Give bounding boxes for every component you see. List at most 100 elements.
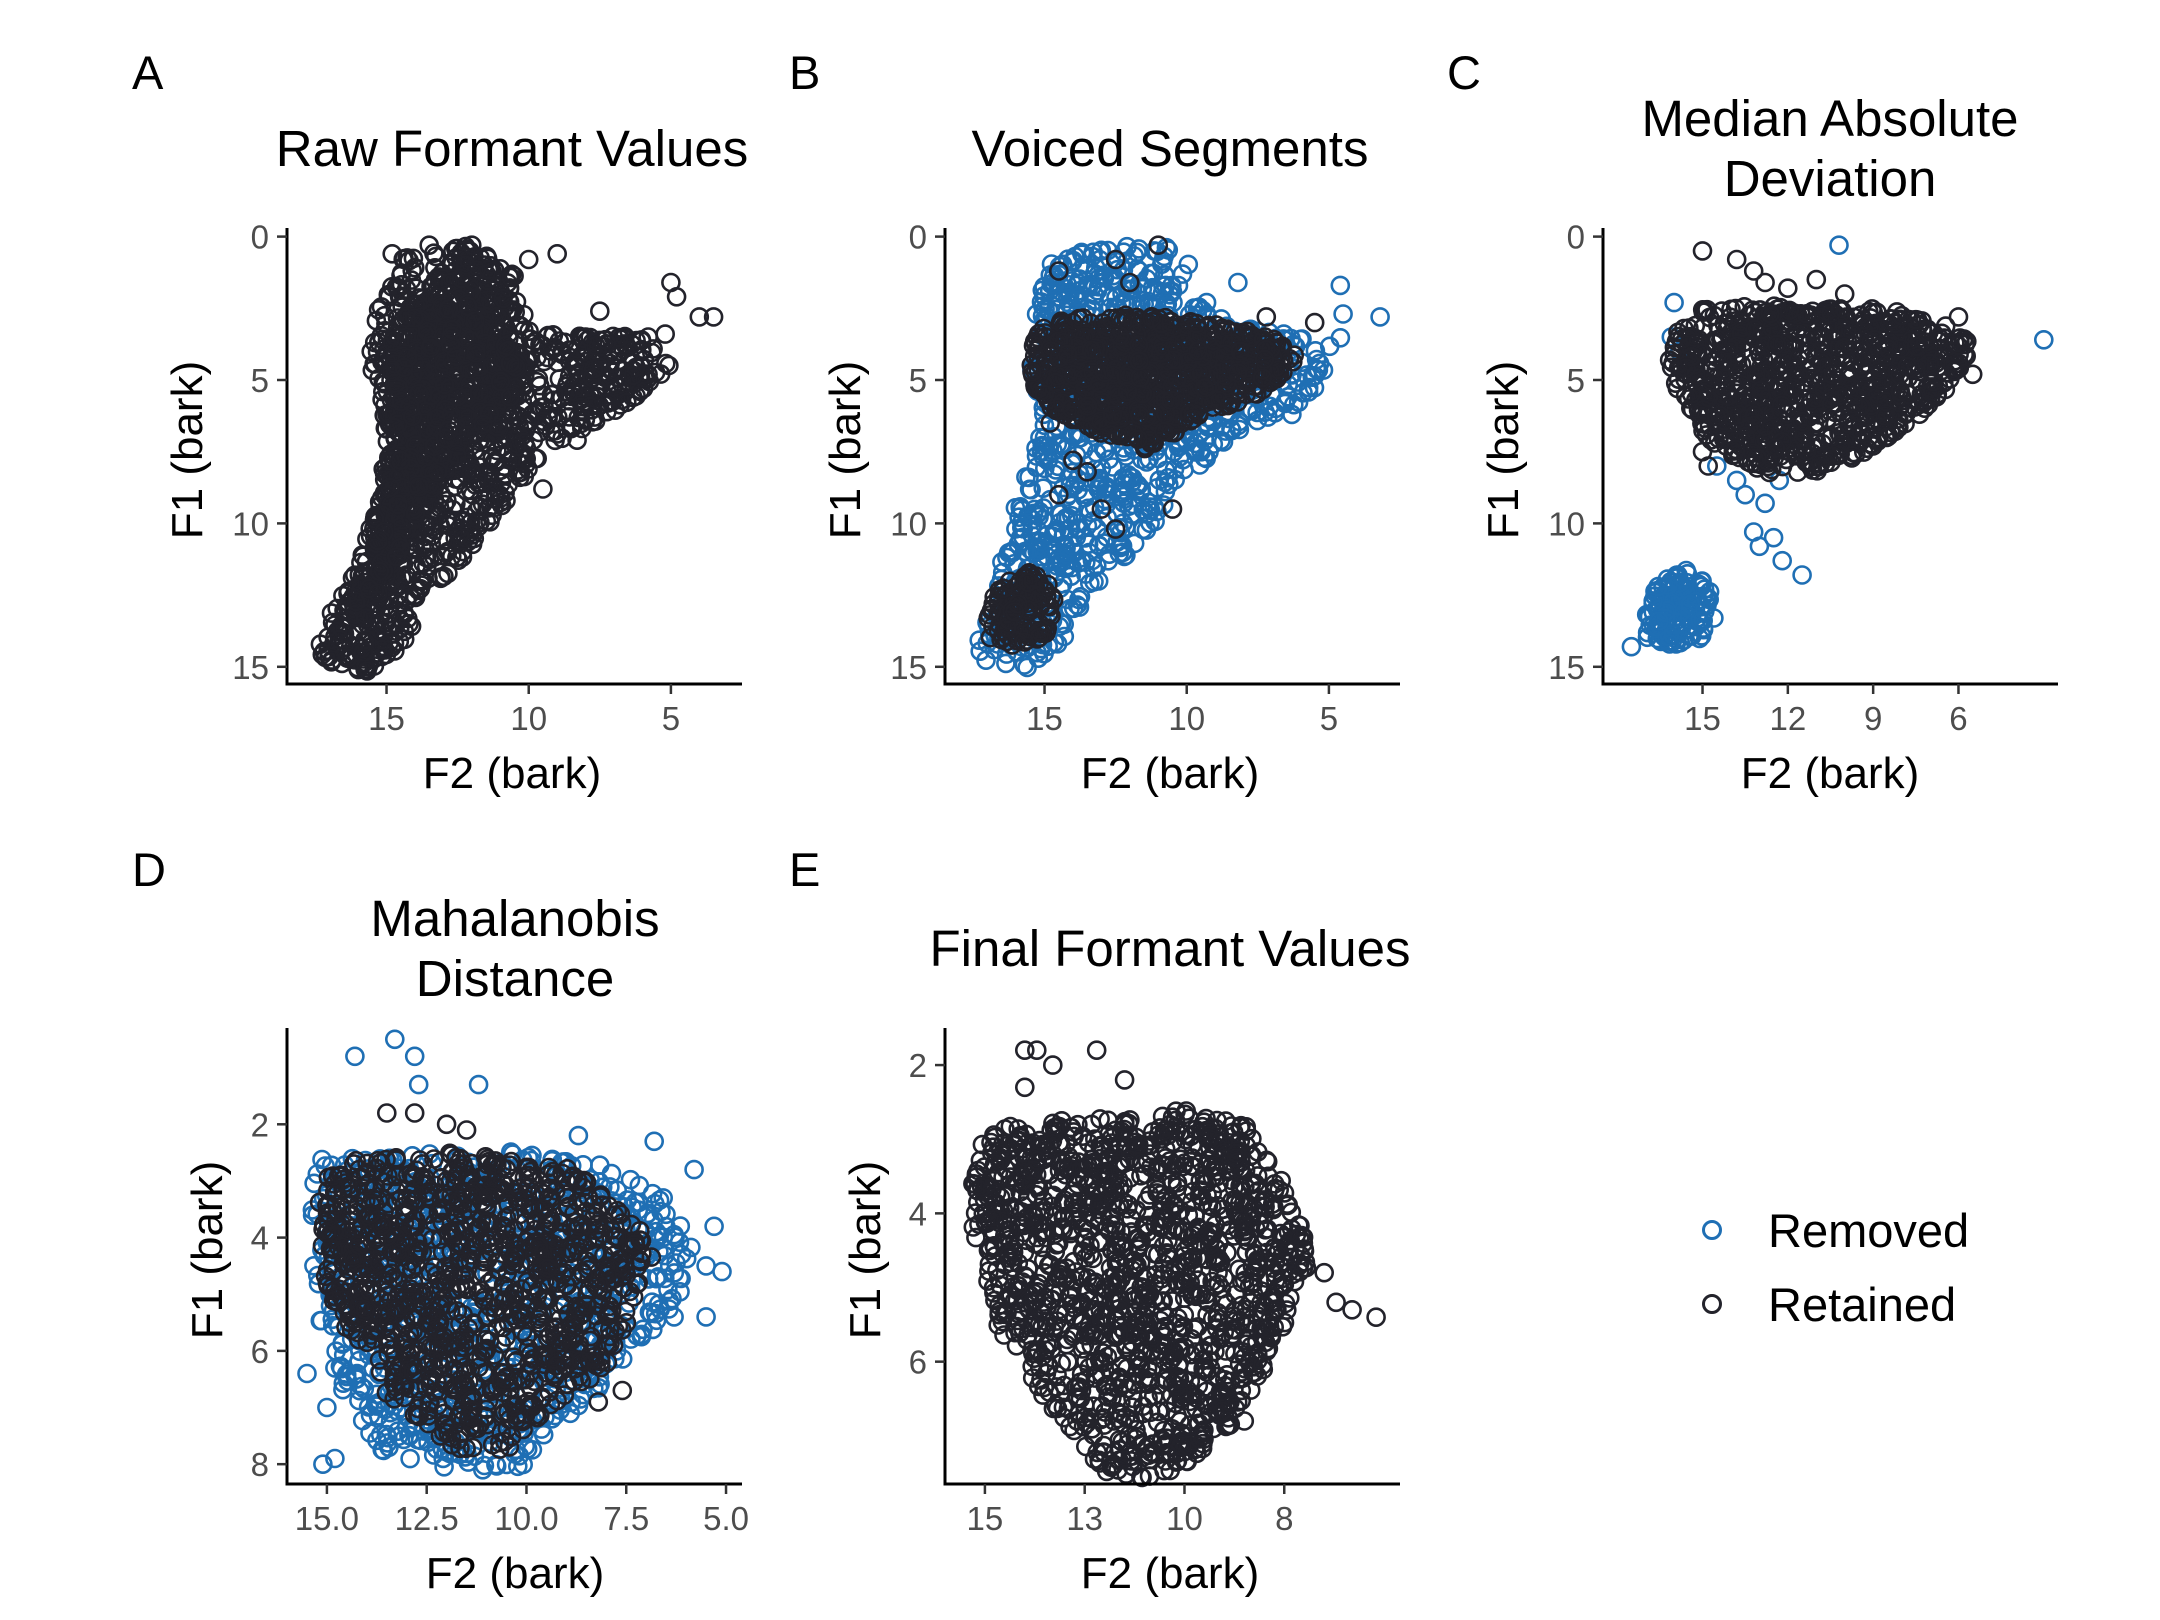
y-axis-title: F1 (bark) [821, 361, 870, 539]
x-tick-label: 15 [1026, 700, 1063, 737]
data-point-retained [1692, 241, 1713, 261]
y-tick-label: 10 [232, 505, 269, 542]
data-point-retained [376, 612, 397, 633]
data-point-retained [455, 255, 476, 275]
y-tick-label: 0 [1567, 219, 1585, 256]
data-point-retained [493, 288, 513, 309]
data-point-retained [442, 499, 463, 520]
panel-title: Voiced Segments [972, 120, 1369, 177]
y-tick-label: 5 [909, 362, 927, 399]
data-point-retained [359, 578, 379, 599]
data-points [1621, 235, 2054, 657]
y-tick-label: 0 [251, 219, 269, 256]
data-point-retained [396, 308, 417, 329]
data-point-retained [396, 565, 417, 585]
data-point-retained [471, 473, 491, 494]
data-points [310, 235, 724, 681]
data-point-retained [465, 311, 485, 331]
data-point-retained [371, 297, 392, 317]
x-axis-title: F2 (bark) [1081, 749, 1259, 798]
data-point-removed [1829, 235, 1849, 255]
x-tick-label: 15 [1684, 700, 1721, 737]
data-point-retained [466, 501, 487, 522]
x-tick-label: 5 [1320, 700, 1338, 737]
data-point-retained [405, 503, 426, 524]
data-point-retained [456, 387, 477, 408]
data-point-retained [408, 477, 429, 497]
data-point-retained [559, 366, 580, 387]
data-point-retained [623, 365, 644, 386]
data-point-removed [1330, 275, 1351, 296]
data-points [297, 1029, 732, 1480]
data-point-retained [495, 335, 516, 356]
data-point-retained [585, 347, 606, 368]
panel-d: D Mahalanobis Distance 15.0 12.5 10.0 7.5 5.… [132, 843, 749, 1598]
data-point-retained [375, 418, 396, 439]
data-point-retained [430, 568, 451, 589]
data-point-retained [355, 608, 376, 628]
x-tick-label: 5 [662, 700, 680, 737]
data-point-retained [533, 385, 554, 405]
y-tick-label: 5 [1567, 362, 1585, 399]
data-point-retained [481, 294, 502, 314]
y-tick-label: 5 [251, 362, 269, 399]
data-point-retained [402, 406, 423, 427]
data-point-retained [659, 355, 679, 376]
data-point-retained [493, 436, 513, 457]
data-point-retained [533, 411, 554, 432]
x-tick-label: 9 [1864, 700, 1882, 737]
data-point-removed [1664, 292, 1684, 313]
data-point-retained [500, 387, 521, 407]
data-point-retained [397, 348, 418, 368]
data-point-retained [574, 387, 595, 407]
data-point-retained [357, 661, 377, 681]
data-point-retained [596, 333, 617, 354]
x-tick-label: 10 [1168, 700, 1205, 737]
data-point-retained [445, 511, 466, 532]
data-point-retained [356, 551, 377, 572]
data-point-removed [1772, 550, 1792, 571]
data-point-retained [438, 511, 458, 532]
data-point-retained [433, 530, 454, 551]
data-point-retained [518, 249, 539, 270]
data-point-retained [447, 386, 468, 407]
data-point-retained [505, 357, 526, 377]
data-point-retained [1834, 284, 1855, 304]
data-point-retained [469, 383, 490, 403]
data-point-removed [2034, 329, 2054, 350]
data-point-retained [380, 477, 400, 498]
y-tick-label: 10 [1548, 505, 1585, 542]
data-point-retained [666, 286, 687, 307]
data-point-retained [451, 268, 472, 289]
data-point-retained [368, 530, 388, 551]
data-point-retained [1948, 307, 1969, 327]
data-point-retained [582, 367, 603, 388]
series-retained [1659, 241, 1983, 483]
data-point-retained [382, 331, 403, 352]
data-point-retained [512, 399, 533, 420]
y-tick-label: 15 [890, 649, 927, 686]
data-point-retained [327, 621, 348, 642]
data-point-retained [310, 634, 331, 655]
panel-letter: A [132, 46, 164, 99]
data-point-retained [462, 284, 482, 304]
data-point-retained [1304, 312, 1325, 333]
data-point-retained [446, 346, 466, 367]
data-point-removed [1735, 484, 1755, 505]
data-point-retained [571, 418, 592, 439]
data-point-retained [543, 384, 564, 404]
y-tick-label: 0 [909, 219, 927, 256]
y-axis-title: F1 (bark) [163, 361, 212, 539]
data-point-retained [499, 278, 520, 298]
data-point-retained [537, 347, 558, 368]
data-point-retained [400, 447, 421, 468]
data-point-retained [394, 621, 415, 642]
x-tick-label: 15 [368, 700, 405, 737]
data-point-retained [391, 265, 411, 286]
data-point-retained [438, 299, 459, 319]
data-point-retained [408, 383, 429, 404]
